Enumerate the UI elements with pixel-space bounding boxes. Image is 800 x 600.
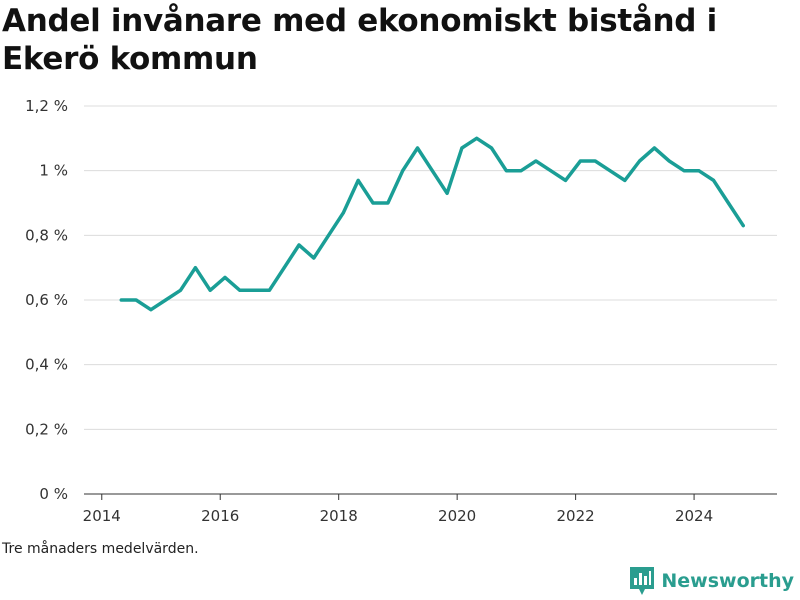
data-point	[282, 266, 286, 270]
x-tick-label: 2020	[438, 507, 476, 525]
data-point	[179, 288, 183, 292]
data-point	[638, 159, 642, 163]
gridlines	[84, 105, 777, 430]
x-tick-label: 2022	[557, 507, 595, 525]
x-tick-label: 2014	[83, 507, 121, 525]
data-point	[208, 288, 212, 292]
y-axis-tick-labels: 0 % 0,2 % 0,4 % 0,6 % 0,8 % 1 % 1,2 %	[25, 97, 68, 503]
data-point	[741, 224, 745, 228]
brand-name: Newsworthy	[661, 570, 794, 592]
data-point	[726, 201, 730, 205]
x-tick-label: 2024	[675, 507, 713, 525]
data-point	[697, 169, 701, 173]
data-point	[490, 146, 494, 150]
data-point	[519, 169, 523, 173]
y-tick-label: 1 %	[39, 162, 68, 180]
y-tick-label: 0,4 %	[25, 356, 68, 374]
data-point	[312, 256, 316, 260]
data-point	[682, 169, 686, 173]
data-point	[193, 266, 197, 270]
data-point	[475, 136, 479, 140]
data-points	[119, 136, 745, 312]
chart-title: Andel invånare med ekonomiskt bistånd i …	[2, 3, 717, 77]
y-tick-label: 0 %	[39, 485, 68, 503]
data-point	[564, 178, 568, 182]
y-tick-label: 0,6 %	[25, 291, 68, 309]
footnote: Tre månaders medelvärden.	[2, 541, 199, 557]
data-point	[297, 243, 301, 247]
data-point	[430, 169, 434, 173]
x-tick-label: 2018	[320, 507, 358, 525]
data-point	[401, 169, 405, 173]
data-point	[504, 169, 508, 173]
data-point	[253, 288, 257, 292]
data-point	[667, 159, 671, 163]
data-point	[460, 146, 464, 150]
data-point	[238, 288, 242, 292]
series-line	[119, 136, 745, 312]
data-point	[534, 159, 538, 163]
x-axis-ticks: 2014 2016 2018 2020 2022 2024	[83, 494, 713, 525]
data-point	[134, 298, 138, 302]
data-point	[578, 159, 582, 163]
data-point	[164, 298, 168, 302]
data-point	[549, 169, 553, 173]
data-point	[119, 298, 123, 302]
data-point	[327, 233, 331, 237]
data-point	[608, 169, 612, 173]
y-tick-label: 1,2 %	[25, 97, 68, 115]
line-chart: 0 % 0,2 % 0,4 % 0,6 % 0,8 % 1 % 1,2 % 2014 2016…	[25, 97, 777, 525]
data-point	[415, 146, 419, 150]
y-tick-label: 0,8 %	[25, 226, 68, 244]
data-point	[593, 159, 597, 163]
data-point	[267, 288, 271, 292]
data-point	[341, 211, 345, 215]
data-point	[223, 275, 227, 279]
data-point	[623, 178, 627, 182]
x-tick-label: 2016	[201, 507, 239, 525]
data-point	[386, 201, 390, 205]
data-point	[652, 146, 656, 150]
data-point	[712, 178, 716, 182]
data-point	[445, 191, 449, 195]
brand[interactable]: Newsworthy	[629, 566, 794, 596]
data-point	[371, 201, 375, 205]
data-point	[356, 178, 360, 182]
y-tick-label: 0,2 %	[25, 420, 68, 438]
newsworthy-logo-icon	[630, 567, 655, 595]
data-point	[149, 308, 153, 312]
